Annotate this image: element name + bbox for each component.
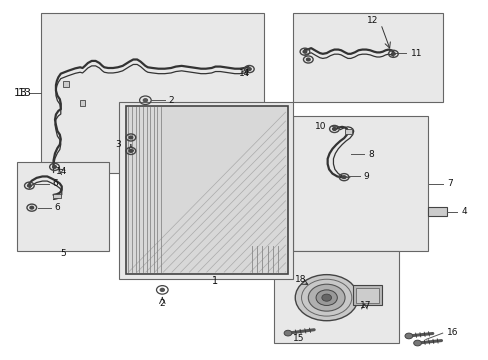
Circle shape: [308, 284, 345, 311]
Text: 16: 16: [446, 328, 457, 337]
Bar: [355, 288, 378, 303]
Text: 9: 9: [362, 172, 368, 181]
Bar: [41, 13, 264, 173]
Circle shape: [53, 166, 56, 168]
Text: 8: 8: [367, 150, 373, 159]
Text: 2: 2: [168, 96, 174, 105]
Circle shape: [129, 150, 132, 152]
Text: 7: 7: [447, 179, 452, 188]
Bar: [126, 105, 287, 274]
Text: 10: 10: [315, 122, 326, 131]
Circle shape: [391, 53, 394, 55]
Circle shape: [27, 184, 31, 187]
Bar: [292, 13, 442, 102]
Text: 6: 6: [53, 179, 58, 188]
Circle shape: [143, 99, 147, 102]
Text: 14: 14: [238, 69, 250, 78]
Circle shape: [413, 340, 421, 346]
Text: 15: 15: [292, 334, 304, 343]
Text: 13: 13: [18, 88, 32, 98]
Text: 1: 1: [212, 276, 218, 286]
Circle shape: [303, 50, 306, 53]
Bar: [352, 285, 382, 305]
Bar: [53, 194, 61, 198]
Bar: [17, 162, 109, 251]
Circle shape: [315, 290, 337, 306]
Bar: [62, 81, 68, 87]
Text: 6: 6: [54, 203, 60, 212]
Text: 13: 13: [14, 88, 28, 98]
Circle shape: [306, 58, 309, 61]
Bar: [119, 102, 292, 279]
Circle shape: [30, 206, 34, 209]
Circle shape: [332, 127, 336, 130]
Text: 14: 14: [56, 167, 67, 176]
Circle shape: [284, 330, 291, 336]
Bar: [344, 129, 351, 134]
Bar: [292, 116, 427, 251]
Circle shape: [160, 288, 164, 291]
Text: 2: 2: [159, 299, 165, 308]
Text: 17: 17: [359, 301, 370, 310]
Text: 18: 18: [295, 275, 306, 284]
Text: 3: 3: [115, 140, 121, 149]
Circle shape: [295, 275, 357, 321]
Circle shape: [321, 294, 331, 301]
Text: 4: 4: [460, 207, 466, 216]
Bar: [80, 100, 85, 106]
Text: 5: 5: [60, 249, 66, 258]
Circle shape: [404, 333, 412, 339]
Text: 11: 11: [410, 49, 422, 58]
Circle shape: [342, 176, 345, 179]
Bar: [273, 251, 398, 343]
Circle shape: [129, 136, 132, 139]
Bar: [427, 207, 446, 216]
Text: 12: 12: [366, 16, 378, 25]
Circle shape: [247, 68, 251, 71]
